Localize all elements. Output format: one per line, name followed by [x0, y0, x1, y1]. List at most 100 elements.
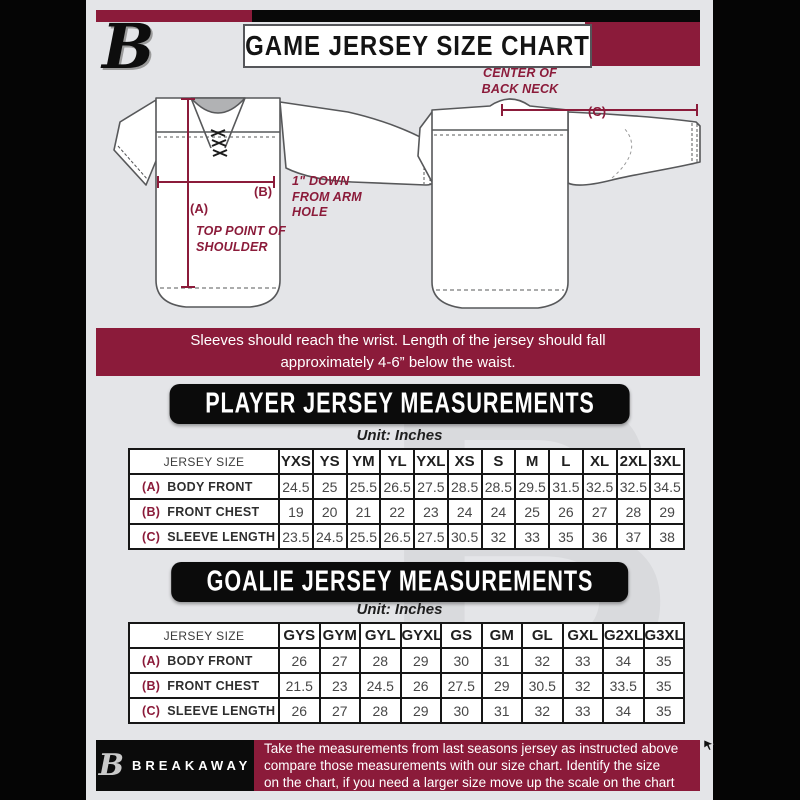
banner-line-2: approximately 4-6” below the waist.: [280, 354, 516, 371]
row-label-body-front: (A) BODY FRONT: [128, 473, 280, 500]
measurement-value: 33: [561, 697, 604, 724]
size-column-gl: GL: [521, 622, 564, 649]
front-laces: [210, 129, 228, 157]
measurement-value: 25.5: [345, 523, 382, 550]
measurement-value: 25.5: [345, 473, 382, 500]
size-column-gm: GM: [480, 622, 523, 649]
row-label-text: BODY FRONT: [167, 479, 253, 494]
table-row: (A) BODY FRONT 24.5 25 25.5 26.5 27.5 28.5 28.5 2…: [128, 473, 685, 500]
size-column-ys: YS: [311, 448, 348, 475]
row-key: (A): [142, 653, 161, 668]
measurement-value: 26: [278, 697, 321, 724]
measurement-lines-ab: [157, 98, 275, 288]
footer-instructions: Take the measurements from last seasons …: [254, 740, 700, 791]
row-label-sleeve-length: (C) SLEEVE LENGTH: [128, 523, 280, 550]
goalie-measurements-table: JERSEY SIZE GYS GYM GYL GYXL GS GM GL GXL G2XL G3X…: [128, 622, 685, 724]
measurement-value: 27.5: [440, 672, 483, 699]
measurement-value: 29: [399, 647, 442, 674]
size-column-g3xl: G3XL: [642, 622, 685, 649]
row-label-text: FRONT CHEST: [167, 504, 260, 519]
measurement-value: 38: [649, 523, 685, 550]
measurement-value: 28: [359, 647, 402, 674]
row-label-body-front: (A) BODY FRONT: [128, 647, 280, 674]
measurement-value: 35: [642, 697, 685, 724]
measurement-value: 35: [642, 672, 685, 699]
measurement-value: 32.5: [581, 473, 618, 500]
footer-line-3: on the chart, if you need a larger size …: [264, 775, 675, 790]
goalie-section-header: GOALIE JERSEY MEASUREMENTS: [170, 562, 629, 602]
front-jersey-diagram: [113, 97, 437, 308]
size-column-gyl: GYL: [359, 622, 402, 649]
measurement-value: 32: [561, 672, 604, 699]
measurement-value: 28.5: [446, 473, 483, 500]
measurement-value: 24.5: [359, 672, 402, 699]
measurement-value: 30: [440, 647, 483, 674]
measurement-value: 23.5: [278, 523, 314, 550]
header-accent-strip: [96, 10, 700, 22]
page-title: GAME JERSEY SIZE CHART: [245, 29, 590, 62]
row-key: (B): [142, 504, 161, 519]
measurement-value: 31.5: [548, 473, 584, 500]
header-maroon-block: [585, 22, 700, 66]
measurement-value: 32.5: [615, 473, 652, 500]
footer-brand-name: BREAKAWAY: [132, 758, 252, 773]
banner-line-1: Sleeves should reach the wrist. Length o…: [190, 331, 606, 349]
size-column-3xl: 3XL: [649, 448, 685, 475]
measurement-value: 22: [379, 498, 415, 525]
measurement-value: 27.5: [413, 523, 449, 550]
measurement-value: 26: [278, 647, 321, 674]
row-label-text: SLEEVE LENGTH: [167, 529, 276, 544]
mouse-cursor: [703, 739, 714, 751]
measurement-value: 37: [615, 523, 652, 550]
size-column-g2xl: G2XL: [602, 622, 645, 649]
footer-line-1: Take the measurements from last seasons …: [264, 741, 679, 756]
measurement-value: 31: [480, 697, 523, 724]
front-right-sleeve: [279, 101, 437, 186]
table-row: (C) SLEEVE LENGTH 26 27 28 29 30 31 32 33 34 35: [128, 697, 685, 724]
measurement-value: 34: [602, 697, 645, 724]
measurement-value: 36: [581, 523, 618, 550]
measurement-value: 23: [318, 672, 361, 699]
row-key: (C): [142, 529, 161, 544]
measurement-label-a: TOP POINT OF SHOULDER: [196, 224, 286, 254]
measurement-value: 20: [311, 498, 348, 525]
measurement-value: 33: [561, 647, 604, 674]
size-column-gys: GYS: [278, 622, 321, 649]
measurement-value: 34: [602, 647, 645, 674]
measurement-value: 29.5: [514, 473, 550, 500]
measurement-value: 32: [521, 697, 564, 724]
page-canvas: B GAME JERSEY SIZE CHART B: [86, 0, 713, 800]
measurement-value: 29: [480, 672, 523, 699]
back-right-sleeve: [567, 111, 701, 186]
size-column-xs: XS: [446, 448, 483, 475]
table-row: (C) SLEEVE LENGTH 23.5 24.5 25.5 26.5 27.5 30.5…: [128, 523, 685, 550]
row-key: (C): [142, 703, 161, 718]
measurement-value: 24: [480, 498, 517, 525]
player-section-title: PLAYER JERSEY MEASUREMENTS: [204, 387, 595, 420]
measurement-label-c: CENTER OF BACK NECK: [481, 66, 559, 96]
row-label-text: BODY FRONT: [167, 653, 253, 668]
footer-line-2: compare those measurements with our size…: [264, 758, 661, 773]
row-label-sleeve-length: (C) SLEEVE LENGTH: [128, 697, 280, 724]
measurement-value: 26.5: [379, 523, 415, 550]
measurement-value: 26: [548, 498, 584, 525]
size-column-xl: XL: [581, 448, 618, 475]
footer-brand-box: B BREAKAWAY: [96, 740, 254, 791]
jersey-size-corner-cell: JERSEY SIZE: [128, 622, 280, 649]
measurement-value: 30: [440, 697, 483, 724]
measurement-value: 32: [480, 523, 517, 550]
row-key: (B): [142, 678, 161, 693]
size-column-ym: YM: [345, 448, 382, 475]
table-header-row: JERSEY SIZE GYS GYM GYL GYXL GS GM GL GXL G2XL G3X…: [128, 622, 685, 649]
size-column-m: M: [514, 448, 550, 475]
measurement-value: 27: [581, 498, 618, 525]
measurement-value: 26.5: [379, 473, 415, 500]
table-row: (B) FRONT CHEST 21.5 23 24.5 26 27.5 29 30.5 32 33…: [128, 672, 685, 699]
front-body: [155, 97, 281, 308]
front-left-sleeve: [113, 99, 159, 186]
size-column-2xl: 2XL: [615, 448, 652, 475]
goalie-section-title: GOALIE JERSEY MEASUREMENTS: [206, 565, 593, 598]
player-unit-label: Unit: Inches: [356, 427, 443, 444]
row-label-front-chest: (B) FRONT CHEST: [128, 672, 280, 699]
measurement-value: 28: [359, 697, 402, 724]
